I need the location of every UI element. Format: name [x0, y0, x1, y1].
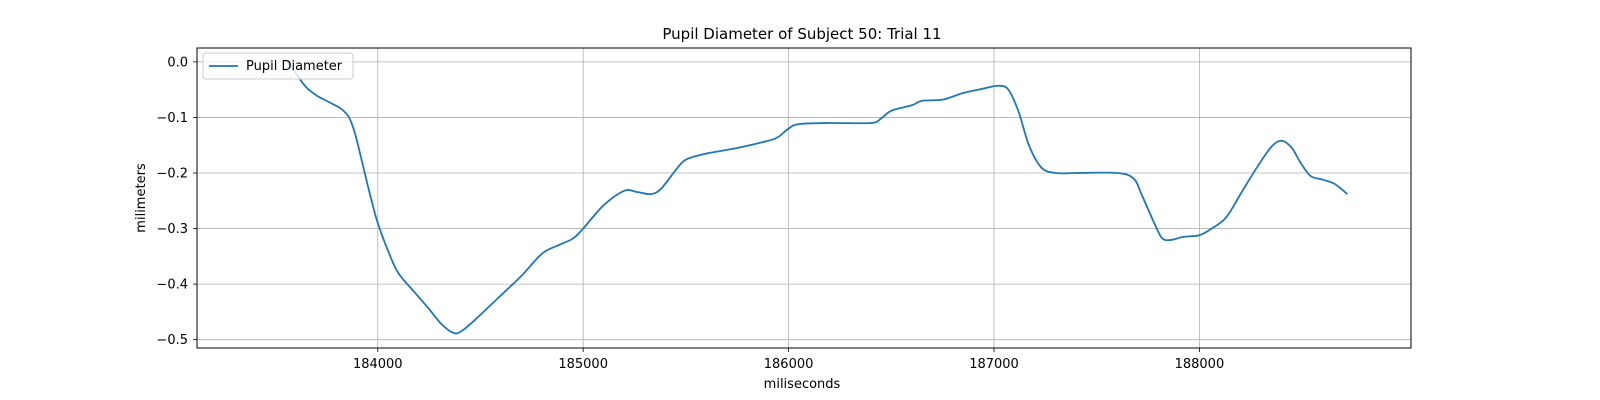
chart-title: Pupil Diameter of Subject 50: Trial 11 — [662, 25, 941, 43]
series-layer — [286, 61, 1348, 335]
legend-label: Pupil Diameter — [246, 59, 343, 74]
x-tick-label: 186000 — [764, 357, 814, 372]
x-tick-label: 187000 — [969, 357, 1019, 372]
legend: Pupil Diameter — [202, 52, 354, 80]
y-axis: 0.0 −0.1 −0.2 −0.3 −0.4 −0.5 — [156, 55, 197, 348]
x-axis-label: miliseconds — [764, 377, 841, 392]
grid — [197, 48, 1411, 348]
legend-box — [202, 52, 354, 80]
x-tick-label: 184000 — [353, 357, 403, 372]
y-tick-label: −0.4 — [156, 278, 188, 293]
y-tick-label: 0.0 — [167, 55, 188, 70]
x-tick-label: 188000 — [1175, 357, 1225, 372]
series-line-pupil-diameter — [286, 61, 1348, 335]
x-axis: 184000 185000 186000 187000 188000 — [353, 348, 1224, 372]
y-tick-label: −0.1 — [156, 111, 188, 126]
x-tick-label: 185000 — [558, 357, 608, 372]
y-tick-label: −0.2 — [156, 167, 188, 182]
y-axis-label: milimeters — [134, 163, 149, 233]
plot-frame — [196, 47, 1412, 349]
y-tick-label: −0.5 — [156, 333, 188, 348]
y-tick-label: −0.3 — [156, 222, 188, 237]
